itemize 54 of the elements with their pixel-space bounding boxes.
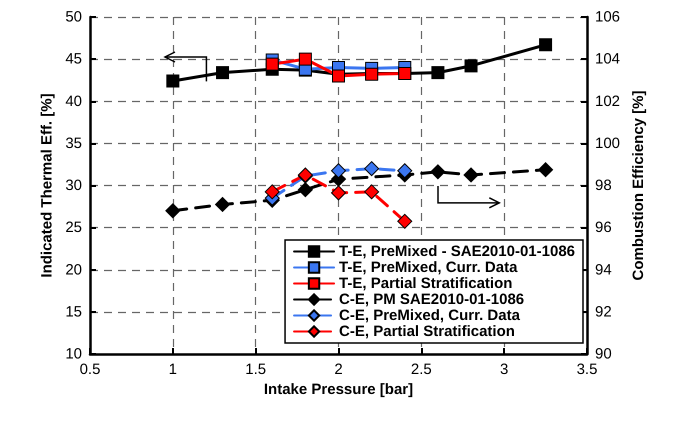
- point: [298, 52, 312, 66]
- point: [364, 161, 380, 176]
- y2-tick-label: 102: [595, 92, 620, 110]
- legend-label: C-E, PM SAE2010-01-1086: [339, 291, 524, 308]
- x-tick-label: 0.5: [80, 361, 100, 378]
- x-tick-label: 1: [168, 361, 178, 378]
- point: [431, 66, 444, 80]
- y2-tick-label: 100: [595, 134, 620, 152]
- y2-tick-label: 98: [595, 177, 612, 194]
- legend-label: T-E, Partial Stratification: [339, 275, 512, 292]
- point: [215, 196, 230, 212]
- point: [166, 74, 180, 88]
- y2-tick-label: 90: [595, 346, 612, 362]
- point: [331, 163, 346, 178]
- y2-axis-title: Combustion Efficiency [%]: [630, 90, 647, 281]
- y2-tick-label: 96: [595, 219, 612, 236]
- y-tick-label: 40: [65, 92, 82, 110]
- point: [331, 185, 346, 200]
- legend-label: T-E, PreMixed - SAE2010-01-1086: [339, 243, 576, 260]
- y-tick-label: 25: [65, 219, 82, 236]
- y-tick-label: 30: [65, 177, 82, 194]
- y2-tick-label: 92: [595, 303, 612, 320]
- x-tick-label: 3: [500, 361, 508, 378]
- point: [430, 164, 446, 180]
- point: [538, 162, 554, 178]
- point: [165, 203, 180, 218]
- point: [266, 58, 279, 71]
- legend-label: C-E, Partial Stratification: [339, 323, 515, 340]
- point: [397, 163, 412, 178]
- point: [464, 59, 478, 72]
- y2-tick-label: 94: [595, 261, 612, 278]
- y-tick-label: 20: [65, 261, 82, 278]
- y-tick-label: 15: [65, 303, 82, 320]
- x-tick-label: 3.5: [576, 361, 598, 378]
- y-tick-label: 45: [65, 50, 82, 68]
- x-tick-label: 2: [334, 361, 343, 378]
- y-tick-label: 10: [65, 346, 82, 362]
- y2-tick-label: 106: [595, 8, 620, 26]
- point: [464, 167, 479, 182]
- y-axis-title: Indicated Thermal Eff. [%]: [38, 93, 56, 278]
- point: [539, 38, 552, 52]
- point: [298, 182, 313, 198]
- legend-label: C-E, PreMixed, Curr. Data: [339, 307, 521, 324]
- point: [364, 184, 380, 200]
- x-tick-label: 2.5: [410, 361, 432, 378]
- point: [264, 184, 280, 200]
- x-axis-title: Intake Pressure [bar]: [264, 381, 414, 398]
- point: [397, 214, 412, 229]
- legend-label: T-E, PreMixed, Curr. Data: [339, 259, 518, 276]
- point: [216, 66, 230, 80]
- y-tick-label: 35: [65, 134, 82, 152]
- y2-tick-label: 104: [595, 50, 620, 68]
- x-tick-label: 1.5: [245, 361, 266, 378]
- y-tick-label: 50: [65, 8, 82, 26]
